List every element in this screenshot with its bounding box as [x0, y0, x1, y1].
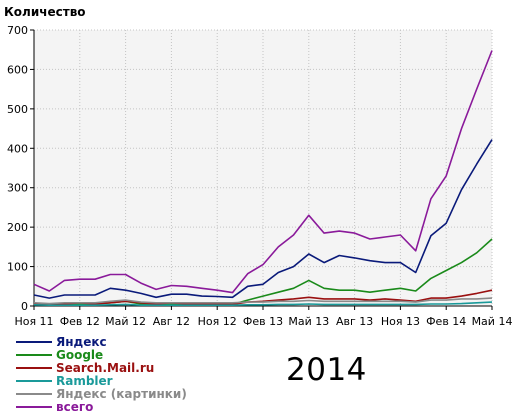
y-tick-label: 600: [7, 63, 28, 76]
legend-entry: Search.Mail.ru: [56, 361, 154, 375]
x-tick-label: Май 14: [472, 315, 513, 328]
x-tick-label: Ноя 12: [198, 315, 237, 328]
series-lines: [33, 50, 493, 307]
grid: [34, 29, 493, 306]
legend-entry: Яндекс: [56, 335, 107, 349]
x-tick-label: Май 13: [288, 315, 329, 328]
axes: 0 100 200 300 400 500 600 700 Ноя 11 Фев 12 Май 12…: [7, 24, 512, 328]
y-axis-title: Количество: [4, 5, 86, 19]
x-tick-label: Авг 12: [153, 315, 190, 328]
series-line-яндекс: [33, 139, 493, 299]
legend-entry: Google: [56, 348, 103, 362]
year-annotation: 2014: [286, 352, 367, 388]
series-line-яндекс-картинки: [33, 297, 493, 305]
legend-entry: Яндекс (картинки): [56, 387, 187, 401]
legend-entry: Rambler: [56, 374, 113, 388]
legend: ЯндексGoogleSearch.Mail.ruRamblerЯндекс …: [16, 335, 187, 414]
y-tick-label: 0: [21, 300, 28, 313]
x-tick-label: Авг 13: [336, 315, 373, 328]
y-tick-label: 300: [7, 182, 28, 195]
y-tick-label: 700: [7, 24, 28, 37]
y-tick-label: 500: [7, 103, 28, 116]
series-line-всего: [33, 50, 493, 294]
y-tick-label: 200: [7, 221, 28, 234]
x-tick-label: Фев 13: [243, 315, 283, 328]
series-line-rambler: [33, 301, 493, 307]
x-tick-label: Ноя 11: [14, 315, 53, 328]
y-tick-label: 100: [7, 261, 28, 274]
x-tick-label: Фев 12: [60, 315, 100, 328]
x-tick-label: Май 12: [105, 315, 146, 328]
legend-entry: всего: [56, 400, 93, 414]
x-tick-label: Ноя 13: [381, 315, 420, 328]
x-tick-label: Фев 14: [426, 315, 466, 328]
y-tick-label: 400: [7, 142, 28, 155]
